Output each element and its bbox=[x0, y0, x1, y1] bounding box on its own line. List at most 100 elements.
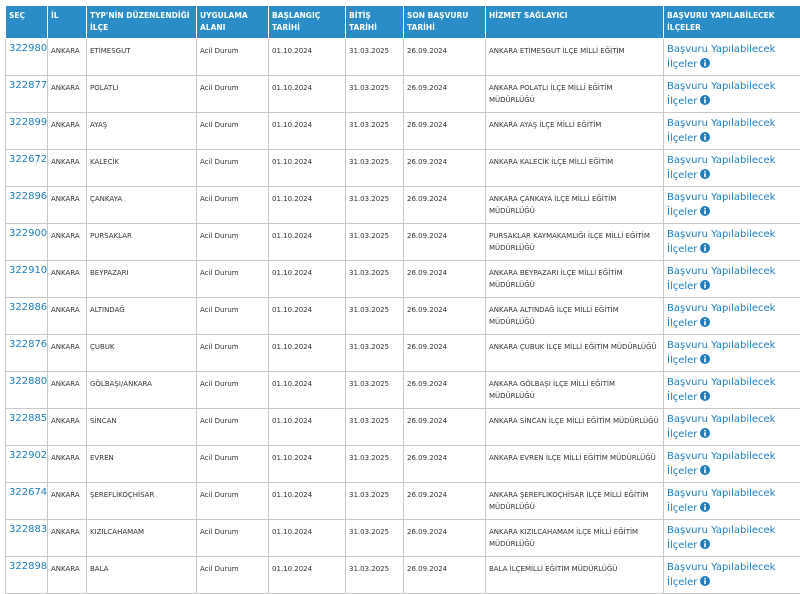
column-header: SON BAŞVURU TARİHİ bbox=[404, 6, 486, 39]
info-icon[interactable] bbox=[700, 243, 710, 253]
info-icon[interactable] bbox=[700, 354, 710, 364]
record-id[interactable]: 322886 bbox=[9, 302, 47, 313]
info-icon[interactable] bbox=[700, 206, 710, 216]
record-id[interactable]: 322980 bbox=[9, 43, 47, 54]
cell: Başvuru Yapılabilecek İlçeler bbox=[664, 76, 800, 113]
cell: KIZILCAHAMAM bbox=[87, 520, 197, 557]
districts-link[interactable]: Başvuru Yapılabilecek İlçeler bbox=[667, 488, 775, 514]
end-date: 31.03.2025 bbox=[349, 269, 389, 277]
cell: 01.10.2024 bbox=[269, 520, 346, 557]
end-date: 31.03.2025 bbox=[349, 491, 389, 499]
end-date: 31.03.2025 bbox=[349, 306, 389, 314]
cell: 26.09.2024 bbox=[404, 409, 486, 446]
cell: ANKARA ÇANKAYA İLÇE MİLLİ EĞİTİM MÜDÜRLÜ… bbox=[486, 187, 664, 224]
cell: Acil Durum bbox=[197, 150, 269, 187]
record-id[interactable]: 322900 bbox=[9, 228, 47, 239]
districts-link[interactable]: Başvuru Yapılabilecek İlçeler bbox=[667, 81, 775, 107]
cell: Başvuru Yapılabilecek İlçeler bbox=[664, 520, 800, 557]
info-icon[interactable] bbox=[700, 428, 710, 438]
end-date: 31.03.2025 bbox=[349, 565, 389, 573]
info-icon[interactable] bbox=[700, 502, 710, 512]
record-id[interactable]: 322899 bbox=[9, 117, 47, 128]
info-icon[interactable] bbox=[700, 317, 710, 327]
cell: ANKARA bbox=[48, 39, 87, 76]
info-icon[interactable] bbox=[700, 95, 710, 105]
record-id[interactable]: 322674 bbox=[9, 487, 47, 498]
districts-link[interactable]: Başvuru Yapılabilecek İlçeler bbox=[667, 44, 775, 70]
info-icon[interactable] bbox=[700, 280, 710, 290]
cell: SİNCAN bbox=[87, 409, 197, 446]
info-icon[interactable] bbox=[700, 465, 710, 475]
cell: Başvuru Yapılabilecek İlçeler bbox=[664, 446, 800, 483]
cell: ANKARA bbox=[48, 150, 87, 187]
cell: Acil Durum bbox=[197, 446, 269, 483]
districts-link[interactable]: Başvuru Yapılabilecek İlçeler bbox=[667, 377, 775, 403]
cell: 01.10.2024 bbox=[269, 446, 346, 483]
cell: ANKARA bbox=[48, 557, 87, 594]
districts-link[interactable]: Başvuru Yapılabilecek İlçeler bbox=[667, 266, 775, 292]
record-id[interactable]: 322902 bbox=[9, 450, 47, 461]
area: Acil Durum bbox=[200, 269, 239, 277]
info-icon[interactable] bbox=[700, 169, 710, 179]
districts-link[interactable]: Başvuru Yapılabilecek İlçeler bbox=[667, 525, 775, 551]
cell: ANKARA bbox=[48, 298, 87, 335]
cell: Acil Durum bbox=[197, 409, 269, 446]
cell: 322900 bbox=[6, 224, 48, 261]
info-icon[interactable] bbox=[700, 58, 710, 68]
districts-link[interactable]: Başvuru Yapılabilecek İlçeler bbox=[667, 303, 775, 329]
record-id[interactable]: 322896 bbox=[9, 191, 47, 202]
districts-link[interactable]: Başvuru Yapılabilecek İlçeler bbox=[667, 562, 775, 588]
deadline: 26.09.2024 bbox=[407, 454, 447, 462]
districts-link[interactable]: Başvuru Yapılabilecek İlçeler bbox=[667, 414, 775, 440]
province: ANKARA bbox=[51, 195, 80, 203]
cell: Başvuru Yapılabilecek İlçeler bbox=[664, 298, 800, 335]
cell: ANKARA bbox=[48, 483, 87, 520]
district: GÖLBAŞI/ANKARA bbox=[90, 380, 152, 388]
record-id[interactable]: 322877 bbox=[9, 80, 47, 91]
cell: 322898 bbox=[6, 557, 48, 594]
district: POLATLI bbox=[90, 84, 118, 92]
info-icon[interactable] bbox=[700, 391, 710, 401]
cell: 322674 bbox=[6, 483, 48, 520]
province: ANKARA bbox=[51, 84, 80, 92]
start-date: 01.10.2024 bbox=[272, 417, 312, 425]
deadline: 26.09.2024 bbox=[407, 84, 447, 92]
districts-link[interactable]: Başvuru Yapılabilecek İlçeler bbox=[667, 451, 775, 477]
district: PURSAKLAR bbox=[90, 232, 132, 240]
district: ALTINDAĞ bbox=[90, 306, 125, 314]
province: ANKARA bbox=[51, 47, 80, 55]
districts-link[interactable]: Başvuru Yapılabilecek İlçeler bbox=[667, 340, 775, 366]
districts-link[interactable]: Başvuru Yapılabilecek İlçeler bbox=[667, 155, 775, 181]
cell: EVREN bbox=[87, 446, 197, 483]
cell: Başvuru Yapılabilecek İlçeler bbox=[664, 372, 800, 409]
cell: 26.09.2024 bbox=[404, 520, 486, 557]
districts-link[interactable]: Başvuru Yapılabilecek İlçeler bbox=[667, 229, 775, 255]
end-date: 31.03.2025 bbox=[349, 121, 389, 129]
info-icon[interactable] bbox=[700, 576, 710, 586]
record-id[interactable]: 322885 bbox=[9, 413, 47, 424]
cell: 26.09.2024 bbox=[404, 335, 486, 372]
record-id[interactable]: 322880 bbox=[9, 376, 47, 387]
cell: Başvuru Yapılabilecek İlçeler bbox=[664, 224, 800, 261]
cell: 26.09.2024 bbox=[404, 187, 486, 224]
end-date: 31.03.2025 bbox=[349, 195, 389, 203]
info-icon[interactable] bbox=[700, 132, 710, 142]
record-id[interactable]: 322672 bbox=[9, 154, 47, 165]
record-id[interactable]: 322898 bbox=[9, 561, 47, 572]
districts-link[interactable]: Başvuru Yapılabilecek İlçeler bbox=[667, 192, 775, 218]
record-id[interactable]: 322910 bbox=[9, 265, 47, 276]
record-id[interactable]: 322876 bbox=[9, 339, 47, 350]
deadline: 26.09.2024 bbox=[407, 121, 447, 129]
district: ETİMESGUT bbox=[90, 47, 131, 55]
cell: ETİMESGUT bbox=[87, 39, 197, 76]
cell: BALA İLÇEMİLLİ EĞİTİM MÜDÜRLÜĞÜ bbox=[486, 557, 664, 594]
districts-link[interactable]: Başvuru Yapılabilecek İlçeler bbox=[667, 118, 775, 144]
info-icon[interactable] bbox=[700, 539, 710, 549]
column-header: İL bbox=[48, 6, 87, 39]
cell: 26.09.2024 bbox=[404, 113, 486, 150]
